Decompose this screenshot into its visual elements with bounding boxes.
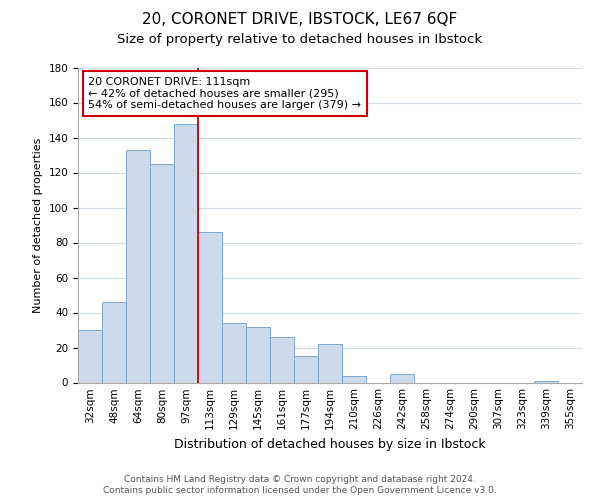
Text: Contains HM Land Registry data © Crown copyright and database right 2024.: Contains HM Land Registry data © Crown c… xyxy=(124,475,476,484)
Bar xyxy=(270,337,294,382)
Text: 20, CORONET DRIVE, IBSTOCK, LE67 6QF: 20, CORONET DRIVE, IBSTOCK, LE67 6QF xyxy=(142,12,458,28)
Bar xyxy=(222,323,246,382)
Text: 20 CORONET DRIVE: 111sqm
← 42% of detached houses are smaller (295)
54% of semi-: 20 CORONET DRIVE: 111sqm ← 42% of detach… xyxy=(88,77,361,110)
Bar xyxy=(198,232,222,382)
Bar xyxy=(78,330,102,382)
Bar xyxy=(126,150,150,382)
X-axis label: Distribution of detached houses by size in Ibstock: Distribution of detached houses by size … xyxy=(174,438,486,451)
Bar xyxy=(294,356,318,382)
Bar xyxy=(102,302,126,382)
Bar xyxy=(342,376,366,382)
Bar xyxy=(534,381,558,382)
Bar xyxy=(174,124,198,382)
Y-axis label: Number of detached properties: Number of detached properties xyxy=(33,138,43,312)
Text: Size of property relative to detached houses in Ibstock: Size of property relative to detached ho… xyxy=(118,32,482,46)
Bar xyxy=(246,326,270,382)
Bar xyxy=(318,344,342,383)
Text: Contains public sector information licensed under the Open Government Licence v3: Contains public sector information licen… xyxy=(103,486,497,495)
Bar xyxy=(390,374,414,382)
Bar xyxy=(150,164,174,382)
